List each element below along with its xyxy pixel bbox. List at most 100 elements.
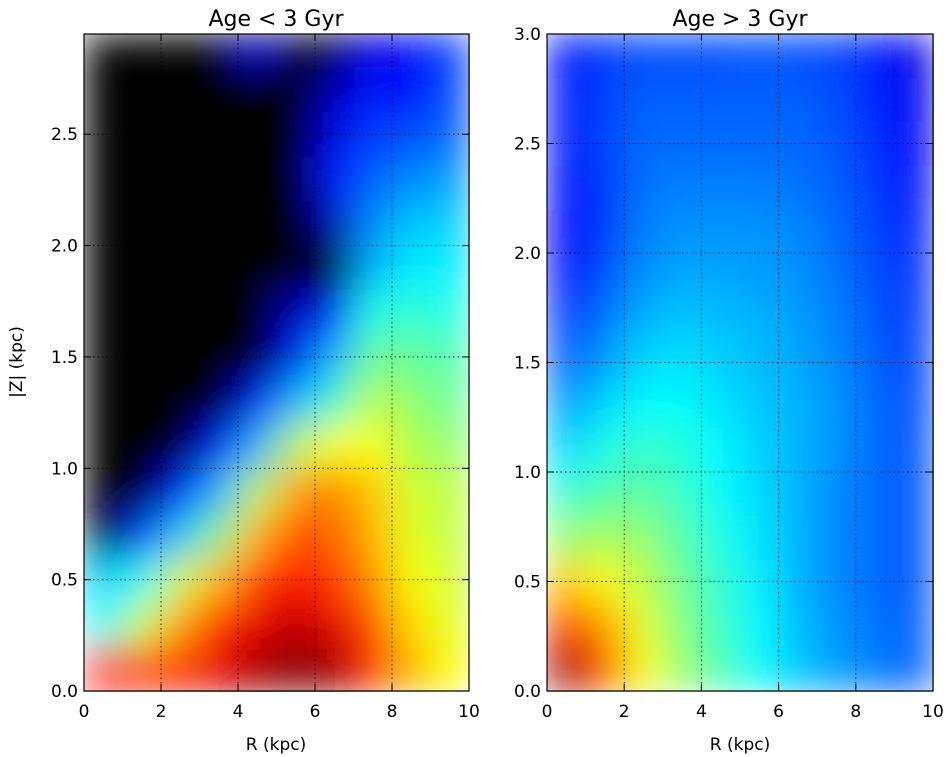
heatmap-cell xyxy=(430,601,470,648)
heatmap-cell xyxy=(122,468,162,514)
heatmap-cell xyxy=(315,245,355,291)
heatmap-cell xyxy=(315,557,355,603)
heatmap-cell xyxy=(547,603,587,648)
heatmap-cell xyxy=(276,423,316,469)
y-tick-label: 0.0 xyxy=(51,682,78,702)
heatmap-cell xyxy=(740,428,780,473)
heatmap-cell xyxy=(817,603,857,648)
heatmap-cell xyxy=(122,423,162,469)
heatmap-cell xyxy=(624,647,664,692)
heatmap-cell xyxy=(778,384,818,429)
heatmap-cell xyxy=(817,121,857,166)
heatmap-cell xyxy=(84,201,124,247)
x-tick-label: 6 xyxy=(310,702,321,722)
heatmap-cell xyxy=(740,647,780,692)
heatmap-cell xyxy=(547,34,587,79)
heatmap-cell xyxy=(585,340,625,385)
heatmap-cell xyxy=(701,428,741,473)
heatmap-cell xyxy=(740,165,780,210)
heatmap-cell xyxy=(585,296,625,342)
heatmap-cell xyxy=(276,601,316,648)
x-tick-label: 8 xyxy=(850,702,861,722)
heatmap-cell xyxy=(740,209,780,254)
heatmap-cell xyxy=(430,646,470,692)
heatmap-cell xyxy=(547,472,587,517)
heatmap-cells xyxy=(84,34,470,692)
heatmap-cell xyxy=(624,253,664,298)
heatmap-cell xyxy=(353,601,393,648)
heatmap-cell xyxy=(315,334,355,380)
heatmap-cell xyxy=(315,601,355,648)
heatmap-cell xyxy=(740,515,780,561)
heatmap-cell xyxy=(392,334,432,380)
heatmap-cell xyxy=(315,423,355,469)
heatmap-cell xyxy=(855,647,895,692)
heatmap-cell xyxy=(740,472,780,517)
heatmap-cell xyxy=(430,512,470,558)
heatmap-cell xyxy=(817,428,857,473)
heatmap-cell xyxy=(624,559,664,604)
heatmap-cell xyxy=(238,557,278,603)
panel-age-old: Age > 3 Gyr 0 2 4 6 8 10 0.0 0.5 1.0 1.5 2.0 2.5 3.… xyxy=(514,7,944,755)
heatmap-cell xyxy=(161,201,201,247)
heatmap-cell xyxy=(701,77,741,123)
heatmap-cell xyxy=(122,245,162,291)
heatmap-cell xyxy=(547,384,587,429)
heatmap-cell xyxy=(585,384,625,429)
heatmap-cell xyxy=(353,423,393,469)
heatmap-cell xyxy=(547,77,587,123)
heatmap-cell xyxy=(547,647,587,692)
y-tick-label: 0.0 xyxy=(514,682,541,702)
heatmap-cell xyxy=(84,423,124,469)
heatmap-cell xyxy=(778,603,818,648)
heatmap-cell xyxy=(894,165,934,210)
heatmap-cell xyxy=(84,245,124,291)
heatmap-cell xyxy=(392,290,432,336)
heatmap-cell xyxy=(353,290,393,336)
heatmap-cell xyxy=(624,472,664,517)
heatmap-cell xyxy=(199,201,239,247)
y-tick-label: 3.0 xyxy=(514,25,541,45)
heatmap-cell xyxy=(585,647,625,692)
heatmap-cell xyxy=(84,290,124,336)
heatmap-cell xyxy=(392,468,432,514)
heatmap-cell xyxy=(84,601,124,648)
heatmap-cell xyxy=(122,111,162,158)
heatmap-cell xyxy=(585,603,625,648)
heatmap-cell xyxy=(547,428,587,473)
heatmap-cell xyxy=(701,121,741,166)
heatmap-cell xyxy=(353,646,393,692)
heatmap-cell xyxy=(778,34,818,79)
heatmap-cell xyxy=(894,253,934,298)
heatmap-cell xyxy=(276,201,316,247)
heatmap-cell xyxy=(199,601,239,648)
heatmap-cell xyxy=(547,296,587,342)
heatmap-cell xyxy=(276,34,316,69)
heatmap-cell xyxy=(238,334,278,380)
heatmap-cell xyxy=(161,334,201,380)
heatmap-cell xyxy=(817,253,857,298)
heatmap-cell xyxy=(161,379,201,425)
heatmap-cell xyxy=(353,156,393,202)
heatmap-cell xyxy=(392,557,432,603)
heatmap-cell xyxy=(778,165,818,210)
heatmap-cell xyxy=(894,603,934,648)
heatmap-cell xyxy=(817,559,857,604)
heatmap-cell xyxy=(624,603,664,648)
heatmap-cell xyxy=(624,34,664,79)
heatmap-cell xyxy=(161,557,201,603)
heatmap-cell xyxy=(430,379,470,425)
heatmap-cell xyxy=(662,209,702,254)
heatmap-cell xyxy=(817,165,857,210)
y-tick-label: 2.5 xyxy=(514,135,541,155)
heatmap-cell xyxy=(238,379,278,425)
heatmap-cell xyxy=(276,646,316,692)
heatmap-cell xyxy=(276,512,316,558)
heatmap-cell xyxy=(855,603,895,648)
heatmap-cell xyxy=(855,34,895,79)
heatmap-cell xyxy=(84,379,124,425)
x-axis-label: R (kpc) xyxy=(246,735,306,755)
heatmap-cell xyxy=(817,209,857,254)
heatmap-cell xyxy=(894,384,934,429)
heatmap-cell xyxy=(430,34,470,69)
